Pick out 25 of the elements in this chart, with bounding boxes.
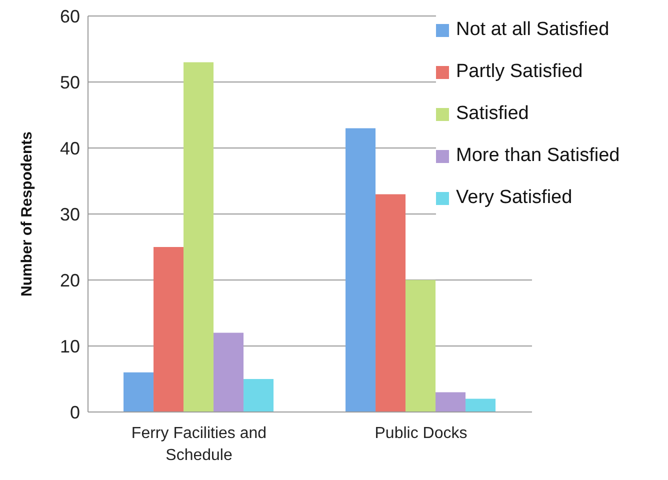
bar	[376, 194, 406, 412]
y-tick-label: 60	[60, 6, 80, 26]
x-tick-label: Public Docks	[374, 425, 468, 442]
bar	[154, 247, 184, 412]
y-axis-title: Number of Respodents	[18, 131, 36, 297]
bar	[436, 392, 466, 412]
bar	[244, 379, 274, 412]
legend-label: More than Satisfied	[456, 145, 620, 167]
y-tick-label: 10	[60, 336, 80, 356]
bar	[124, 372, 154, 412]
legend-label: Partly Satisfied	[456, 61, 583, 83]
bar	[184, 62, 214, 412]
bar	[214, 332, 244, 412]
x-tick-label: Ferry Facilities and Schedule	[131, 425, 267, 464]
legend-label: Not at all Satisfied	[456, 19, 610, 41]
y-tick-label: 50	[60, 72, 80, 92]
y-tick-label: 20	[60, 270, 80, 290]
bar	[466, 398, 496, 412]
y-tick-label: 40	[60, 138, 80, 158]
bar	[346, 128, 376, 412]
bar	[406, 280, 436, 412]
y-tick-label: 30	[60, 204, 80, 224]
legend-label: Satisfied	[456, 103, 529, 125]
legend-label: Very Satisfied	[456, 187, 572, 209]
y-tick-label: 0	[70, 402, 80, 422]
